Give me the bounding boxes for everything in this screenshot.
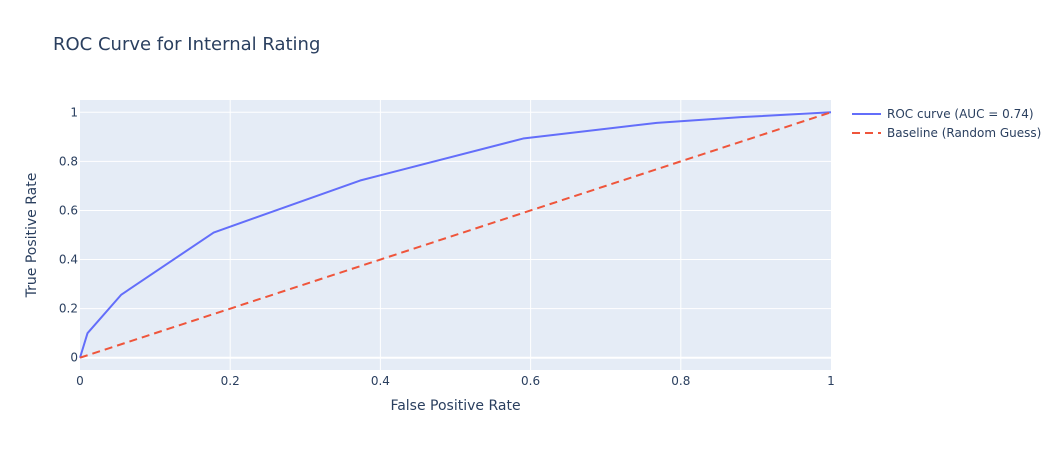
y-tick-label: 0.2 [59, 302, 78, 316]
y-tick-label: 1 [70, 105, 78, 119]
x-tick-label: 0.2 [221, 374, 240, 388]
y-tick-label: 0 [70, 351, 78, 365]
y-tick-label: 0.6 [59, 203, 78, 217]
chart-title: ROC Curve for Internal Rating [53, 34, 320, 55]
roc-curve-line [79, 111, 832, 359]
legend-label-baseline: Baseline (Random Guess) [887, 126, 1041, 140]
legend-item-baseline[interactable]: Baseline (Random Guess) [852, 126, 1041, 140]
x-tick-label: 0 [76, 374, 84, 388]
y-axis-ticks: 0 0.2 0.4 0.6 0.8 1 [59, 105, 78, 364]
grid-lines [80, 100, 831, 370]
legend[interactable]: ROC curve (AUC = 0.74) Baseline (Random … [852, 107, 1041, 140]
series-lines [79, 111, 832, 359]
legend-item-roc-curve[interactable]: ROC curve (AUC = 0.74) [852, 107, 1034, 121]
x-axis-title: False Positive Rate [390, 398, 520, 414]
x-axis-ticks: 0 0.2 0.4 0.6 0.8 1 [76, 374, 835, 388]
baseline-line [79, 111, 832, 359]
legend-label-roc-curve: ROC curve (AUC = 0.74) [887, 107, 1034, 121]
x-tick-label: 1 [827, 374, 835, 388]
x-tick-label: 0.6 [521, 374, 540, 388]
y-axis-title: True Positive Rate [24, 173, 40, 299]
x-tick-label: 0.4 [371, 374, 390, 388]
y-tick-label: 0.8 [59, 154, 78, 168]
y-tick-label: 0.4 [59, 253, 78, 267]
x-tick-label: 0.8 [671, 374, 690, 388]
